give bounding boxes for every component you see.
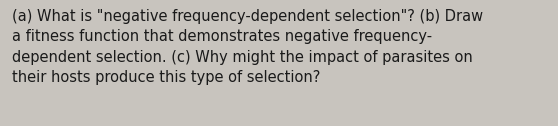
Text: (a) What is "negative frequency-dependent selection"? (b) Draw
a fitness functio: (a) What is "negative frequency-dependen… <box>12 9 483 85</box>
